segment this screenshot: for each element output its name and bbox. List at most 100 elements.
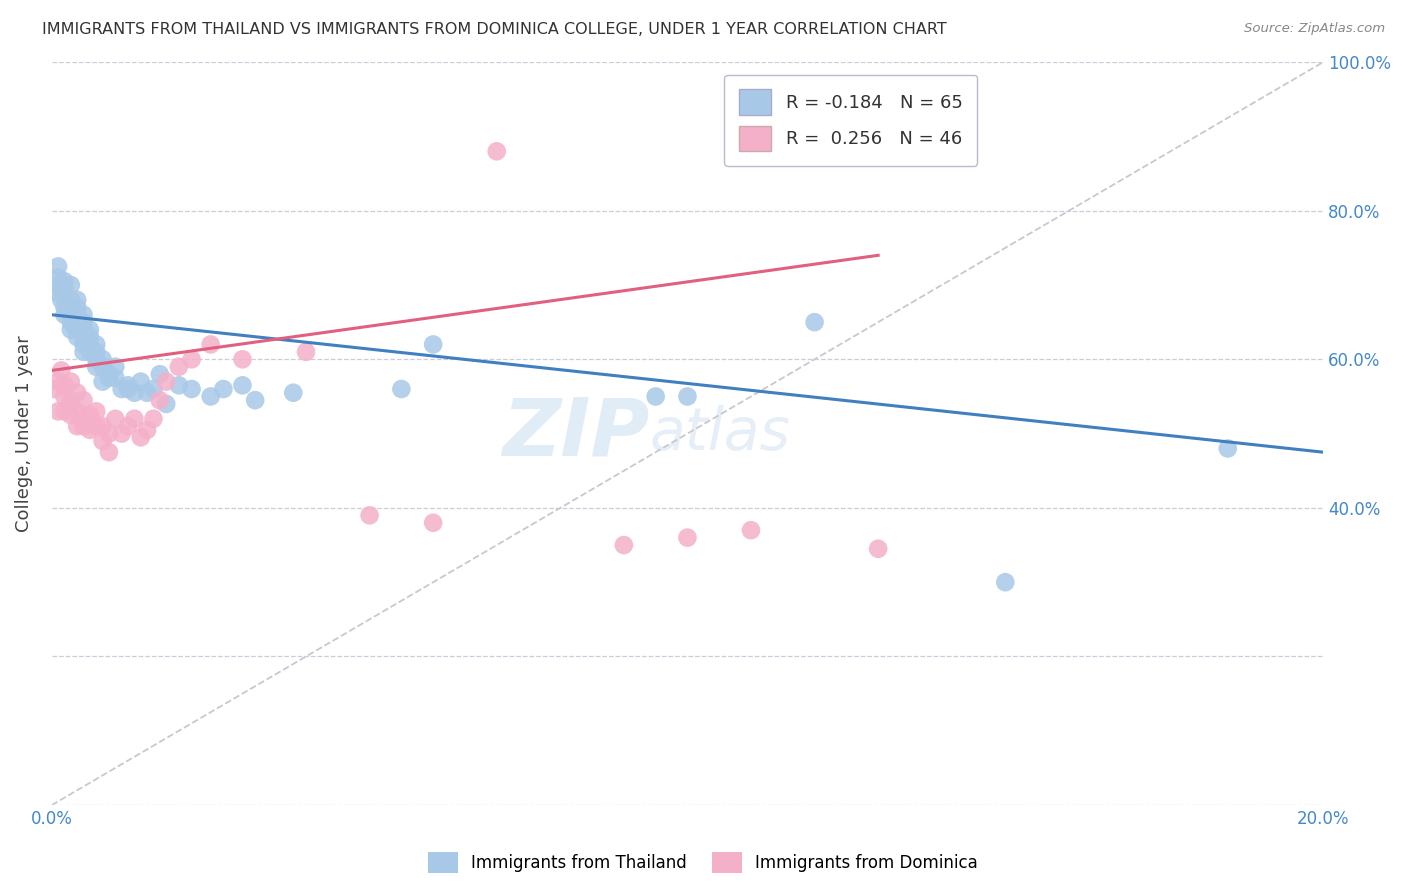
Point	[644, 389, 666, 403]
Point	[295, 344, 318, 359]
Point	[104, 359, 127, 374]
Point	[72, 411, 94, 425]
Legend: Immigrants from Thailand, Immigrants from Dominica: Immigrants from Thailand, Immigrants fro…	[422, 846, 984, 880]
Point	[53, 378, 76, 392]
Point	[149, 393, 172, 408]
Point	[104, 411, 127, 425]
Point	[111, 426, 134, 441]
Point	[1216, 442, 1239, 456]
Point	[212, 382, 235, 396]
Point	[53, 274, 76, 288]
Point	[111, 382, 134, 396]
Point	[79, 323, 101, 337]
Point	[136, 385, 159, 400]
Point	[53, 301, 76, 315]
Point	[66, 419, 89, 434]
Point	[66, 308, 89, 322]
Point	[180, 382, 202, 396]
Point	[66, 293, 89, 307]
Point	[72, 315, 94, 329]
Point	[142, 382, 165, 396]
Point	[485, 145, 508, 159]
Point	[44, 382, 66, 396]
Point	[79, 330, 101, 344]
Point	[740, 523, 762, 537]
Point	[422, 516, 444, 530]
Point	[149, 367, 172, 381]
Point	[44, 278, 66, 293]
Point	[66, 315, 89, 329]
Point	[72, 330, 94, 344]
Point	[129, 375, 152, 389]
Point	[97, 445, 120, 459]
Point	[56, 304, 79, 318]
Point	[84, 344, 107, 359]
Point	[231, 352, 253, 367]
Y-axis label: College, Under 1 year: College, Under 1 year	[15, 335, 32, 532]
Point	[79, 341, 101, 355]
Point	[136, 423, 159, 437]
Point	[46, 404, 69, 418]
Point	[84, 419, 107, 434]
Point	[231, 378, 253, 392]
Point	[59, 375, 82, 389]
Point	[389, 382, 412, 396]
Point	[59, 308, 82, 322]
Point	[91, 434, 114, 448]
Point	[803, 315, 825, 329]
Point	[994, 575, 1017, 590]
Point	[84, 404, 107, 418]
Point	[167, 359, 190, 374]
Point	[72, 393, 94, 408]
Point	[117, 419, 139, 434]
Point	[63, 318, 86, 333]
Point	[72, 419, 94, 434]
Point	[66, 404, 89, 418]
Point	[91, 359, 114, 374]
Point	[59, 323, 82, 337]
Point	[59, 397, 82, 411]
Point	[66, 385, 89, 400]
Point	[283, 385, 305, 400]
Point	[59, 393, 82, 408]
Point	[124, 411, 146, 425]
Text: ZIP: ZIP	[502, 394, 650, 473]
Text: IMMIGRANTS FROM THAILAND VS IMMIGRANTS FROM DOMINICA COLLEGE, UNDER 1 YEAR CORRE: IMMIGRANTS FROM THAILAND VS IMMIGRANTS F…	[42, 22, 946, 37]
Legend: R = -0.184   N = 65, R =  0.256   N = 46: R = -0.184 N = 65, R = 0.256 N = 46	[724, 75, 977, 166]
Point	[79, 344, 101, 359]
Point	[46, 285, 69, 300]
Point	[117, 378, 139, 392]
Point	[66, 330, 89, 344]
Point	[97, 371, 120, 385]
Point	[59, 278, 82, 293]
Point	[53, 389, 76, 403]
Point	[91, 352, 114, 367]
Point	[84, 352, 107, 367]
Text: Source: ZipAtlas.com: Source: ZipAtlas.com	[1244, 22, 1385, 36]
Point	[91, 375, 114, 389]
Point	[613, 538, 636, 552]
Point	[117, 382, 139, 396]
Point	[868, 541, 890, 556]
Point	[155, 397, 177, 411]
Point	[46, 375, 69, 389]
Point	[53, 308, 76, 322]
Point	[200, 389, 222, 403]
Point	[51, 293, 73, 307]
Point	[180, 352, 202, 367]
Point	[91, 419, 114, 434]
Point	[53, 282, 76, 296]
Point	[676, 531, 699, 545]
Point	[72, 323, 94, 337]
Point	[66, 301, 89, 315]
Point	[79, 408, 101, 422]
Point	[59, 408, 82, 422]
Point	[46, 260, 69, 274]
Point	[84, 337, 107, 351]
Point	[243, 393, 266, 408]
Text: atlas: atlas	[650, 405, 790, 462]
Point	[167, 378, 190, 392]
Point	[72, 308, 94, 322]
Point	[104, 371, 127, 385]
Point	[79, 423, 101, 437]
